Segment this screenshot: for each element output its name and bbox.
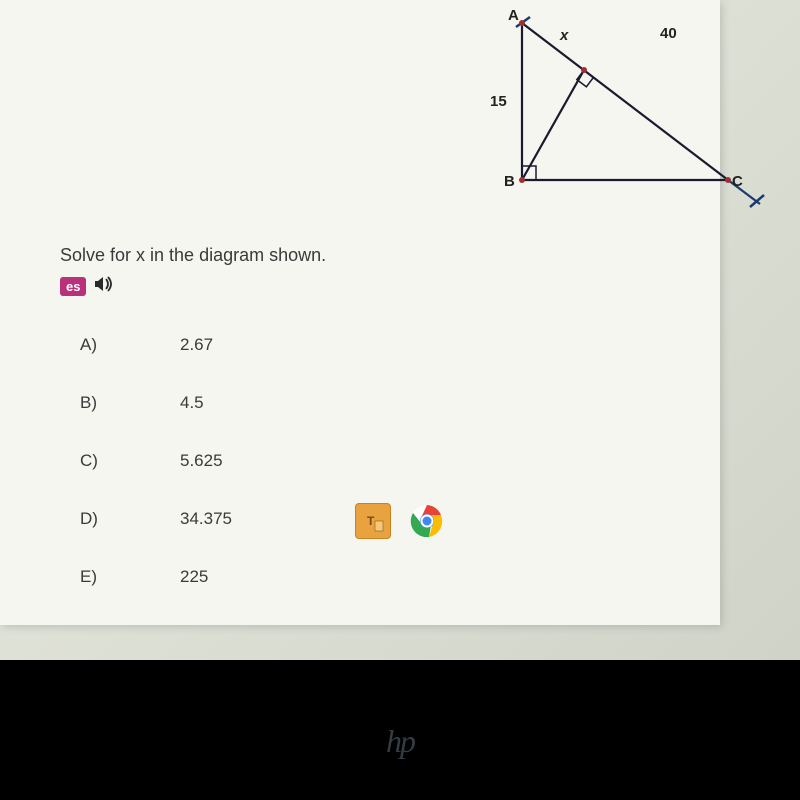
answer-option[interactable]: B) 4.5: [80, 393, 232, 413]
x-label: x: [560, 27, 568, 44]
chrome-icon[interactable]: [409, 503, 445, 539]
vertex-a-label: A: [508, 7, 519, 24]
answer-letter: C): [80, 451, 180, 471]
badge-row: es: [60, 275, 116, 298]
answer-letter: B): [80, 393, 180, 413]
svg-text:T: T: [367, 514, 375, 528]
answer-letter: A): [80, 335, 180, 355]
screen-area: A B C 15 40 x Solve for x in the diagram…: [0, 0, 800, 660]
vertex-b-label: B: [504, 173, 515, 190]
taskbar: T: [0, 497, 800, 545]
answer-value: 4.5: [180, 393, 204, 413]
answer-letter: E): [80, 567, 180, 587]
answer-value: 225: [180, 567, 208, 587]
hp-logo: hp: [386, 723, 414, 760]
audio-icon[interactable]: [94, 275, 116, 298]
answer-option[interactable]: A) 2.67: [80, 335, 232, 355]
side-ab-label: 15: [490, 93, 507, 110]
answer-value: 5.625: [180, 451, 223, 471]
answer-list: A) 2.67 B) 4.5 C) 5.625 D) 34.375 E) 225: [80, 335, 232, 625]
answer-value: 2.67: [180, 335, 213, 355]
vertex-c-label: C: [732, 173, 743, 190]
answer-option[interactable]: C) 5.625: [80, 451, 232, 471]
taskbar-app-icon[interactable]: T: [355, 503, 391, 539]
answer-option[interactable]: E) 225: [80, 567, 232, 587]
question-text: Solve for x in the diagram shown.: [60, 245, 326, 266]
hypotenuse-label: 40: [660, 25, 677, 42]
es-badge[interactable]: es: [60, 277, 86, 296]
triangle-diagram: A B C 15 40 x: [460, 5, 770, 215]
